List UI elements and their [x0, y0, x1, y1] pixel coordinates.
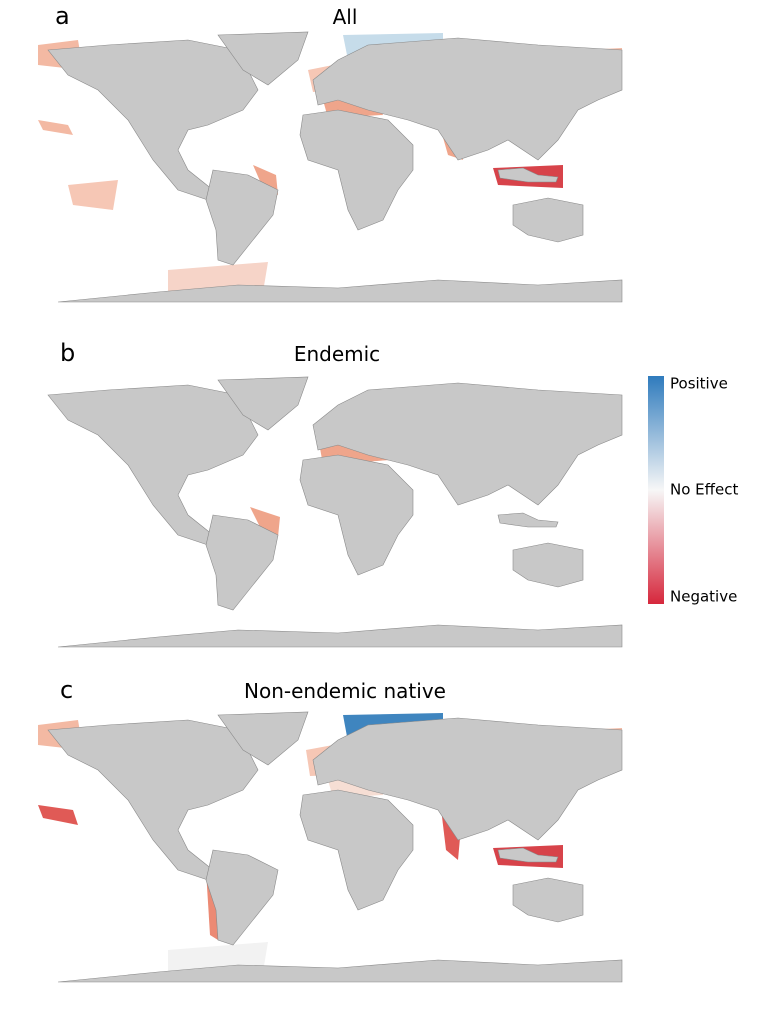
- legend-label: Positive: [670, 375, 728, 393]
- region: [38, 120, 73, 135]
- land: [47, 376, 623, 648]
- region: [250, 507, 280, 537]
- map: [38, 711, 623, 983]
- region: [168, 942, 268, 972]
- panel-title: All: [333, 5, 358, 29]
- map: [38, 31, 623, 303]
- region: [38, 805, 78, 825]
- panel-letter: a: [55, 2, 70, 30]
- panel-title: Endemic: [294, 342, 380, 366]
- legend-colorbar: [648, 376, 664, 604]
- map: [47, 376, 623, 648]
- legend-label: No Effect: [670, 481, 738, 499]
- region: [68, 180, 118, 210]
- region: [168, 262, 268, 292]
- panel-letter: b: [60, 339, 75, 367]
- legend-label: Negative: [670, 588, 737, 606]
- panel-title: Non-endemic native: [244, 679, 446, 703]
- panel-letter: c: [60, 676, 73, 704]
